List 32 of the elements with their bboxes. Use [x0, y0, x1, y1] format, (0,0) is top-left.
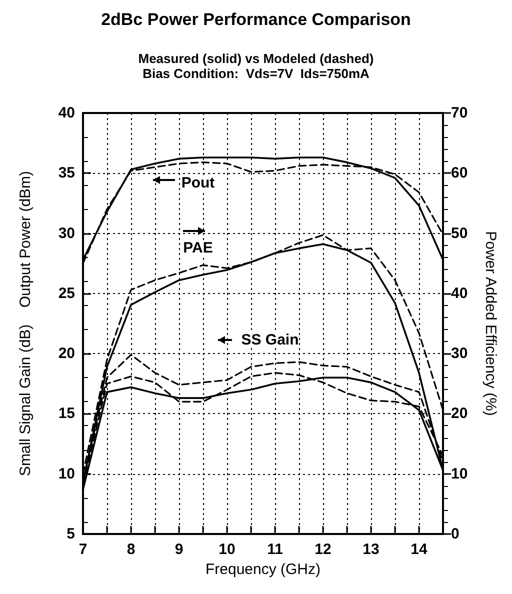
y-axis-title: Small Signal Gain (dB) Output Power (dBm) [17, 170, 34, 476]
annotation: Pout [181, 174, 215, 192]
y-tick-label: 20 [58, 345, 75, 362]
x-tick-label: 11 [267, 541, 283, 558]
y-tick-label: 10 [58, 465, 75, 482]
y-tick-label: 15 [58, 405, 75, 422]
x-tick-label: 9 [174, 541, 184, 558]
y2-tick-label: 40 [451, 284, 468, 302]
y-tick-label: 25 [58, 284, 75, 302]
annotation: SS Gain [241, 332, 299, 348]
x-tick-label: 13 [362, 541, 380, 558]
x-tick-label: 14 [410, 541, 428, 558]
y2-tick-label: 30 [451, 345, 468, 362]
y-tick-label: 40 [58, 104, 75, 122]
y2-tick-label: 60 [451, 164, 468, 182]
x-tick-label: 10 [218, 541, 236, 558]
x-tick-label: 12 [314, 541, 332, 558]
y2-tick-label: 0 [451, 526, 460, 542]
x-tick-label: 8 [126, 541, 136, 558]
y2-axis-title: Power Added Efficiency (%) [482, 231, 499, 416]
y2-tick-label: 10 [451, 465, 468, 482]
y-tick-label: 35 [58, 164, 75, 182]
chart-title: 2dBc Power Performance Comparison [101, 10, 411, 29]
chart-subtitle: Measured (solid) vs Modeled (dashed) Bias Condition: Vds=7V Ids=750mA [138, 51, 374, 81]
annotation: PAE [183, 240, 213, 256]
y2-tick-label: 70 [451, 104, 468, 122]
y-tick-label: 30 [58, 224, 75, 242]
y2-tick-label: 20 [451, 405, 468, 422]
x-tick-label: 7 [78, 541, 88, 558]
y2-tick-label: 50 [451, 224, 468, 242]
x-axis-title: Frequency (GHz) [205, 560, 321, 578]
y-tick-label: 5 [66, 526, 75, 542]
